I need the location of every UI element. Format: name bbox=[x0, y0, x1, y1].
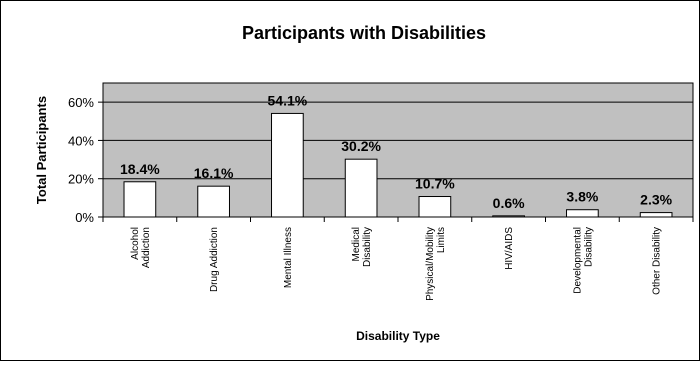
y-axis-label: Total Participants bbox=[34, 96, 49, 204]
x-axis: AlcoholAddiction Drug Addiction Mental Ill… bbox=[102, 217, 694, 301]
category-label: AlcoholAddiction bbox=[130, 227, 152, 268]
data-label: 10.7% bbox=[415, 176, 455, 192]
bar bbox=[418, 196, 452, 218]
data-label: 16.1% bbox=[194, 165, 234, 181]
bars bbox=[123, 112, 673, 218]
data-label: 54.1% bbox=[268, 92, 308, 108]
y-tick-label: 20% bbox=[68, 172, 94, 187]
data-label: 0.6% bbox=[493, 195, 525, 211]
category-label: DevelopmentalDisability bbox=[572, 227, 594, 294]
data-label: 30.2% bbox=[341, 138, 381, 154]
chart-title: Participants with Disabilities bbox=[242, 23, 486, 43]
data-label: 2.3% bbox=[640, 192, 672, 208]
bar bbox=[344, 158, 378, 218]
plot-area bbox=[102, 82, 694, 218]
x-axis-label: Disability Type bbox=[356, 329, 440, 343]
gridlines bbox=[103, 101, 693, 180]
category-label: MedicalDisability bbox=[351, 227, 373, 267]
category-label: Mental Illness bbox=[283, 227, 294, 288]
bar bbox=[492, 215, 525, 218]
data-label: 18.4% bbox=[120, 161, 160, 177]
y-tick-label: 0% bbox=[75, 210, 94, 225]
data-label: 3.8% bbox=[566, 189, 598, 205]
bar bbox=[197, 185, 230, 218]
category-label: Drug Addiction bbox=[209, 227, 220, 292]
bar bbox=[123, 181, 157, 218]
bar bbox=[639, 212, 673, 218]
bar bbox=[271, 112, 304, 218]
bar bbox=[566, 209, 599, 218]
category-label: Physical/MobilityLimits bbox=[425, 227, 447, 301]
y-tick-label: 60% bbox=[68, 95, 94, 110]
category-label: Other Disability bbox=[652, 227, 663, 295]
data-labels: 18.4% 16.1% 54.1% 30.2% 10.7% 0.6% 3.8% 2.3% bbox=[120, 92, 673, 210]
category-label: HIV/AIDS bbox=[504, 227, 515, 270]
y-axis: 0% 20% 40% 60% bbox=[68, 95, 103, 225]
y-tick-label: 40% bbox=[68, 133, 94, 148]
